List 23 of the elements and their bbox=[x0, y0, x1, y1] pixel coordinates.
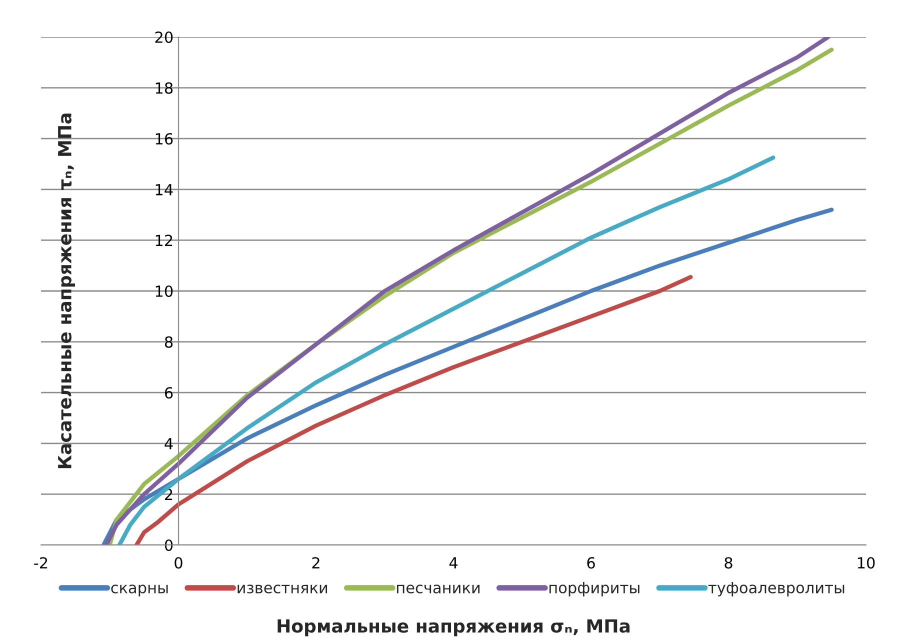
y-tick-label: 14 bbox=[156, 184, 173, 196]
y-tick-label: 16 bbox=[156, 133, 173, 145]
legend-label: туфоалевролиты bbox=[708, 582, 844, 596]
x-tick-label: 4 bbox=[449, 557, 458, 568]
x-tick-label: 2 bbox=[312, 557, 320, 568]
y-tick-label: 20 bbox=[155, 31, 173, 44]
x-tick-label: -2 bbox=[34, 557, 48, 568]
y-tick-label: 6 bbox=[164, 387, 173, 399]
x-axis-title: Нормальные напряжения σₙ, МПа bbox=[278, 619, 630, 636]
legend-label: скарны bbox=[111, 584, 168, 596]
legend-label: порфириты bbox=[549, 582, 640, 596]
x-tick-label: 8 bbox=[724, 557, 732, 569]
x-tick-label: 10 bbox=[858, 557, 875, 569]
y-tick-label: 10 bbox=[156, 285, 173, 298]
y-axis-title: Касательные напряжения τₙ, МПа bbox=[58, 114, 75, 468]
x-tick-label: 6 bbox=[587, 557, 595, 569]
y-tick-label: 4 bbox=[164, 438, 173, 450]
y-tick-label: 18 bbox=[156, 82, 173, 94]
y-tick-label: 12 bbox=[156, 234, 172, 246]
legend-label: песчаники bbox=[397, 584, 480, 594]
x-tick-label: 0 bbox=[174, 557, 182, 569]
y-tick-label: 8 bbox=[164, 336, 173, 348]
legend-label: известняки bbox=[238, 584, 328, 594]
